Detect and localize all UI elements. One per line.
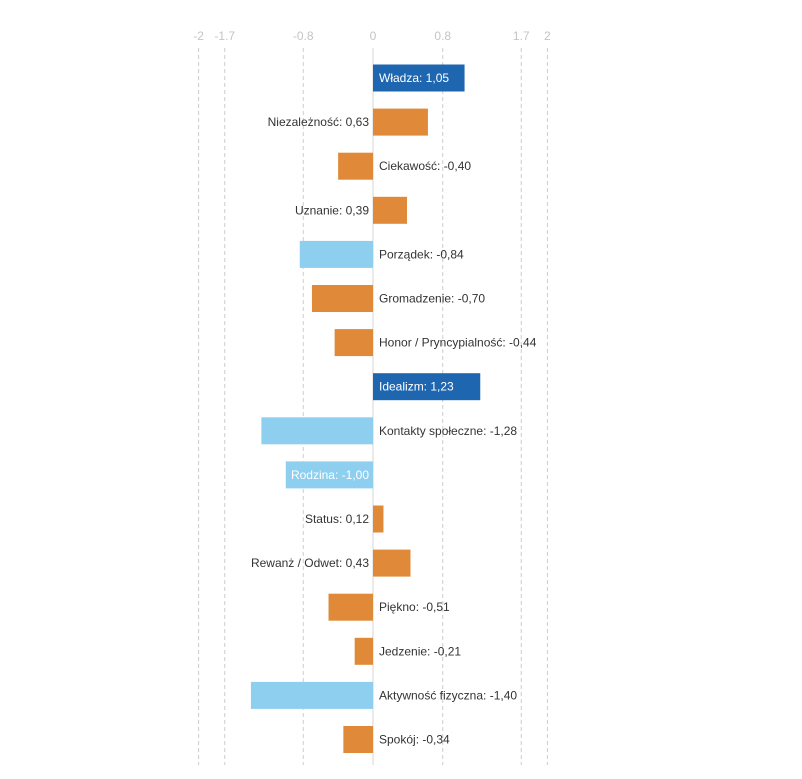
bar-niezaleznosc (373, 108, 428, 136)
bar-label-niezaleznosc: Niezależność: 0,63 (268, 115, 370, 129)
bar-porzadek (299, 240, 373, 268)
bar-label-uznanie: Uznanie: 0,39 (295, 203, 369, 217)
bar-label-status: Status: 0,12 (305, 512, 369, 526)
bar-label-layer: Władza: 1,05 Niezależność: 0,63 Ciekawość:… (251, 71, 537, 747)
x-tick-label: -0.8 (293, 29, 314, 43)
bar-label-idealizm: Idealizm: 1,23 (379, 380, 454, 394)
bar-ciekawosc (338, 152, 373, 180)
bar-label-porzadek: Porządek: -0,84 (379, 247, 464, 261)
bar-wladza (373, 64, 465, 92)
bar-rewanz-odwet (373, 549, 411, 577)
bar-piekno (328, 593, 373, 621)
bar-rodzina (285, 461, 373, 489)
x-tick-label: -1.7 (214, 29, 235, 43)
bar-honor-pryncypialnosc (334, 329, 373, 357)
x-tick-label: 2 (544, 29, 551, 43)
x-tick-label: -2 (193, 29, 204, 43)
bar-gromadzenie (311, 285, 373, 312)
bar-kontakty-spoleczne (261, 417, 373, 445)
bar-uznanie (373, 196, 408, 224)
bar-label-spokoj: Spokój: -0,34 (379, 733, 450, 747)
bar-label-piekno: Piękno: -0,51 (379, 600, 450, 614)
x-tick-label: 0 (370, 29, 377, 43)
bar-label-honor-pryncypialnosc: Honor / Pryncypialność: -0,44 (379, 336, 537, 350)
bar-label-kontakty-spoleczne: Kontakty społeczne: -1,28 (379, 424, 517, 438)
bar-layer (250, 64, 481, 753)
bar-label-rewanz-odwet: Rewanż / Odwet: 0,43 (251, 556, 369, 570)
bar-label-rodzina: Rodzina: -1,00 (291, 468, 369, 482)
bar-aktywnosc-fizyczna (250, 681, 373, 709)
x-tick-label: 0.8 (434, 29, 451, 43)
tick-label-layer: -2 -1.7 -0.8 0 0.8 1.7 2 (193, 29, 551, 43)
bar-jedzenie (354, 637, 373, 665)
bar-label-wladza: Władza: 1,05 (379, 71, 449, 85)
bar-label-gromadzenie: Gromadzenie: -0,70 (379, 292, 485, 306)
bar-label-aktywnosc-fizyczna: Aktywność fizyczna: -1,40 (379, 688, 517, 702)
bar-idealizm (373, 373, 481, 401)
bar-label-ciekawosc: Ciekawość: -0,40 (379, 159, 471, 173)
bar-label-jedzenie: Jedzenie: -0,21 (379, 644, 461, 658)
bar-status (373, 505, 384, 533)
x-tick-label: 1.7 (513, 29, 530, 43)
bar-spokoj (343, 726, 373, 753)
